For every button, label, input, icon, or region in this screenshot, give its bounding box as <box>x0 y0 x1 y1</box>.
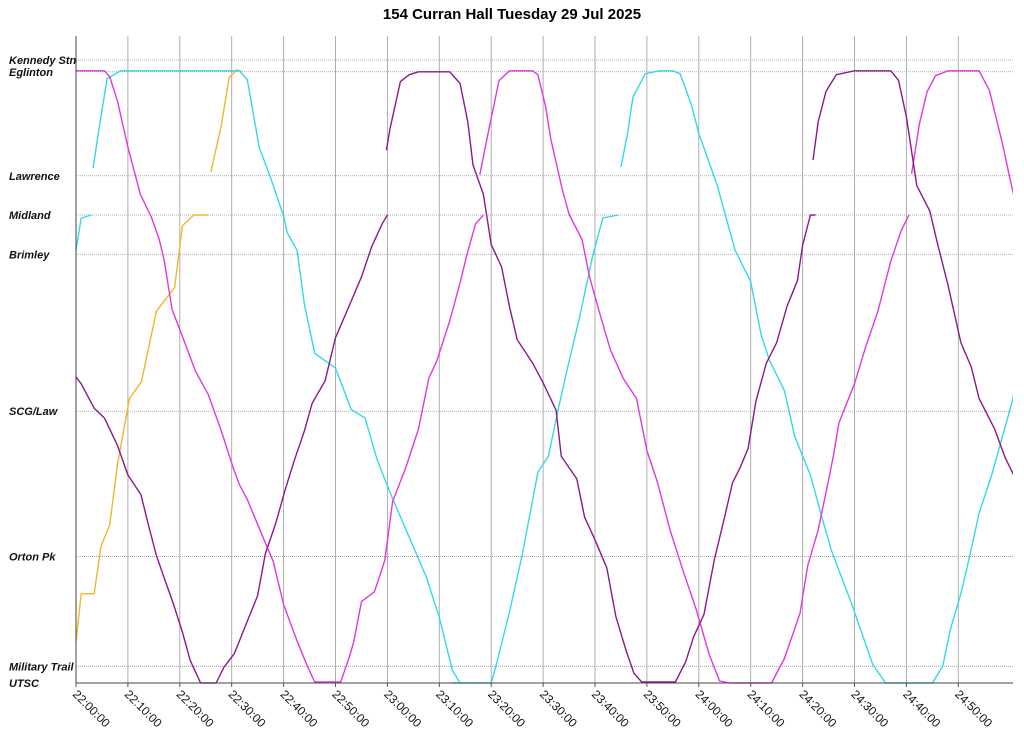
grid-lines <box>75 36 1013 684</box>
tick-label: 24:50:00 <box>952 687 995 730</box>
tick-label: 22:20:00 <box>174 687 217 730</box>
stop-label: Military Trail <box>9 661 75 673</box>
tick-label: 22:50:00 <box>329 687 372 730</box>
bus-trip-line <box>479 70 910 684</box>
bus-trip-line <box>910 70 1013 196</box>
tick-label: 24:40:00 <box>900 687 943 730</box>
tick-label: 22:30:00 <box>226 687 269 730</box>
stop-label: Kennedy Stn <box>9 55 77 67</box>
stop-label: Eglinton <box>9 67 53 79</box>
bus-trip-line <box>76 214 389 684</box>
tick-label: 24:00:00 <box>693 687 736 730</box>
stop-label: SCG/Law <box>9 406 59 418</box>
tick-label: 23:10:00 <box>433 687 476 730</box>
bus-trip-line <box>76 214 92 251</box>
stop-label: Orton Pk <box>9 551 56 563</box>
time-tick-labels: 22:00:00 22:10:00 22:20:00 22:30:00 22:40:00… <box>70 687 995 730</box>
tick-label: 22:40:00 <box>277 687 320 730</box>
stop-label: Midland <box>9 210 51 222</box>
tick-label: 23:40:00 <box>589 687 632 730</box>
tick-label: 22:10:00 <box>122 687 165 730</box>
bus-trip-line <box>812 70 1013 476</box>
tick-label: 23:50:00 <box>641 687 684 730</box>
tick-label: 24:20:00 <box>796 687 839 730</box>
stop-label: Brimley <box>9 249 50 261</box>
bus-trip-line <box>92 70 619 684</box>
bus-trip-line <box>76 70 484 683</box>
bus-trip-line <box>620 70 1013 684</box>
tick-label: 23:20:00 <box>485 687 528 730</box>
tick-label: 22:00:00 <box>70 687 113 730</box>
axes <box>75 36 1013 687</box>
stop-label: UTSC <box>9 678 40 690</box>
tick-label: 23:00:00 <box>381 687 424 730</box>
chart-title: 154 Curran Hall Tuesday 29 Jul 2025 <box>382 6 642 23</box>
bus-trip-line <box>385 71 816 683</box>
stop-label: Lawrence <box>9 171 60 183</box>
tick-label: 24:30:00 <box>848 687 891 730</box>
tick-label: 23:30:00 <box>537 687 580 730</box>
series-lines <box>76 69 1013 684</box>
bus-trip-line <box>76 214 209 642</box>
bus-trip-line <box>210 69 243 172</box>
tick-label: 24:10:00 <box>745 687 788 730</box>
